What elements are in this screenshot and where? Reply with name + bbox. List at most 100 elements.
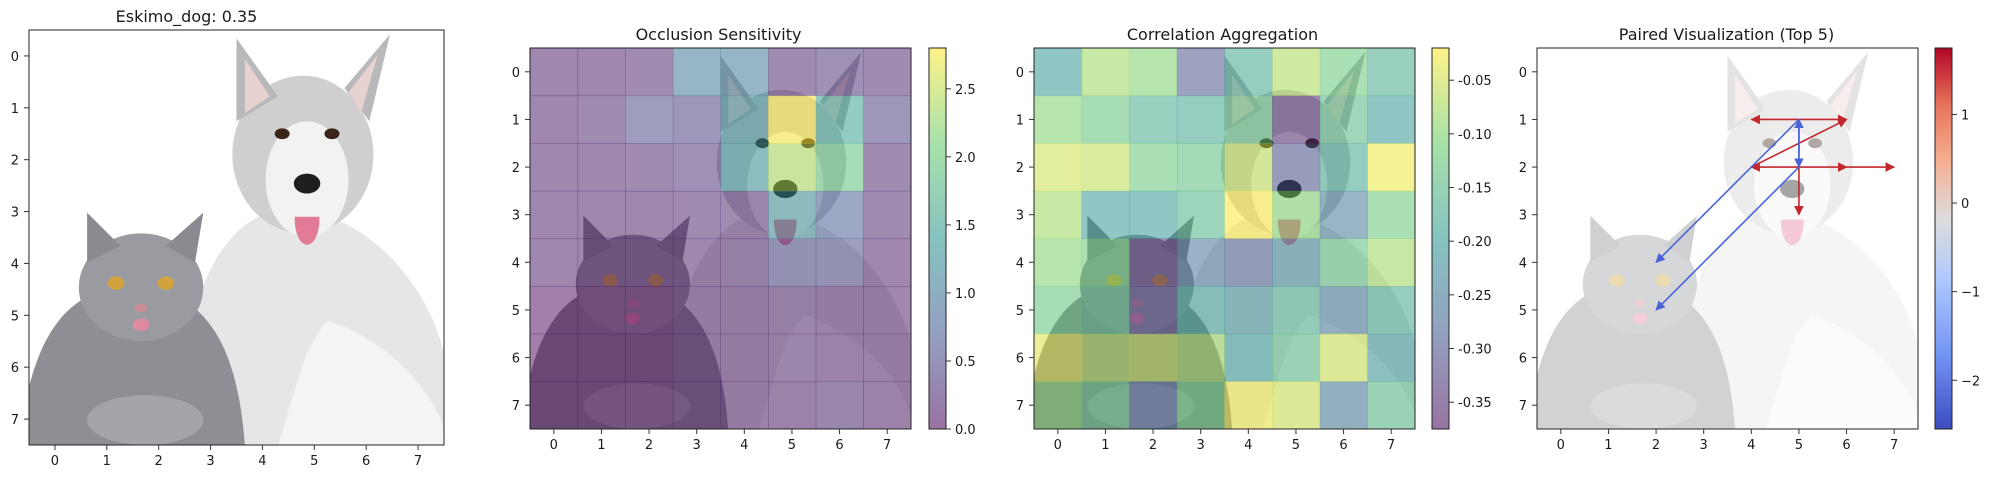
heatmap-cell bbox=[672, 95, 721, 144]
x-tick-label: 7 bbox=[883, 438, 891, 453]
y-tick-label: 7 bbox=[512, 399, 520, 414]
colorbar-tick-label: -0.20 bbox=[1458, 235, 1492, 250]
colorbar-tick-label: 2.5 bbox=[955, 83, 976, 98]
y-tick-label: 2 bbox=[512, 161, 520, 176]
x-tick-label: 6 bbox=[362, 454, 370, 469]
heatmap-cell bbox=[1034, 286, 1083, 335]
heatmap-cell bbox=[577, 381, 626, 430]
colorbar-tick-label: -0.10 bbox=[1458, 128, 1492, 143]
heatmap-cell bbox=[530, 48, 579, 97]
heatmap-cell bbox=[1081, 286, 1130, 335]
heatmap-cell bbox=[720, 381, 769, 430]
heatmap-cell bbox=[720, 190, 769, 239]
heatmap-cell bbox=[1129, 286, 1178, 335]
colorbar-correlation: -0.05 -0.10 -0.15 -0.20 -0.25 -0.30 -0.35 bbox=[1431, 47, 1492, 430]
photo-image bbox=[29, 30, 444, 445]
y-tick-label: 1 bbox=[11, 102, 19, 117]
y-tick-label: 6 bbox=[1016, 352, 1024, 367]
heatmap-cell bbox=[1129, 190, 1178, 239]
x-tick-label: 7 bbox=[1890, 438, 1898, 453]
x-tick-label: 4 bbox=[258, 454, 266, 469]
colorbar-tick-label: 1.5 bbox=[955, 219, 976, 234]
heatmap-cell bbox=[1224, 48, 1273, 97]
heatmap-cell bbox=[1176, 190, 1225, 239]
heatmap-cell bbox=[720, 333, 769, 382]
colorbar-tick-label: 1 bbox=[1961, 108, 1969, 123]
colorbar-tick-label: 1.0 bbox=[955, 287, 976, 302]
heatmap-cell bbox=[1224, 381, 1273, 430]
heatmap-cell bbox=[863, 238, 912, 287]
heatmap-cell bbox=[672, 143, 721, 192]
panel-correlation-aggregation: 0 1 2 3 4 5 6 7 0 1 2 3 4 5 6 7 bbox=[1016, 47, 1416, 453]
heatmap-cell bbox=[672, 286, 721, 335]
heatmap-cell bbox=[1034, 381, 1083, 430]
y-tick-label: 2 bbox=[1016, 161, 1024, 176]
negative-arrow bbox=[1655, 118, 1800, 263]
heatmap-cell bbox=[1176, 381, 1225, 430]
heatmap-cell bbox=[1319, 48, 1368, 97]
y-tick-label: 3 bbox=[512, 209, 520, 224]
y-tick-label: 7 bbox=[1519, 399, 1527, 414]
colorbar-tick-label: 0.0 bbox=[955, 423, 976, 438]
heatmap-cell bbox=[720, 238, 769, 287]
heatmap-cell bbox=[577, 190, 626, 239]
colorbar-frame bbox=[928, 47, 947, 430]
y-tick-label: 5 bbox=[11, 309, 19, 324]
heatmap-cell bbox=[768, 238, 817, 287]
heatmap-cell bbox=[625, 95, 674, 144]
heatmap-cell bbox=[1176, 333, 1225, 382]
heatmap-cell bbox=[1081, 95, 1130, 144]
x-tick-label: 5 bbox=[788, 438, 796, 453]
heatmap-cell bbox=[1129, 143, 1178, 192]
x-tick-label: 0 bbox=[1557, 438, 1565, 453]
heatmap-cell bbox=[768, 381, 817, 430]
y-tick-label: 1 bbox=[1016, 113, 1024, 128]
heatmap-cell bbox=[1367, 190, 1416, 239]
x-tick-label: 2 bbox=[1149, 438, 1157, 453]
colorbar-tick-label: 0.5 bbox=[955, 355, 976, 370]
x-tick-label: 2 bbox=[1652, 438, 1660, 453]
panel-photo: 0 1 2 3 4 5 6 7 0 1 2 3 4 5 6 7 bbox=[11, 29, 445, 469]
heatmap-cell bbox=[1367, 95, 1416, 144]
x-tick-label: 5 bbox=[310, 454, 318, 469]
x-tick-label: 5 bbox=[1292, 438, 1300, 453]
heatmap-cell bbox=[1129, 48, 1178, 97]
y-tick-label: 7 bbox=[11, 413, 19, 428]
x-tick-label: 2 bbox=[155, 454, 163, 469]
heatmap-cell bbox=[1224, 286, 1273, 335]
heatmap-cell bbox=[625, 286, 674, 335]
x-tick-label: 2 bbox=[645, 438, 653, 453]
axes-frame bbox=[1033, 47, 1416, 430]
colorbar-frame bbox=[1431, 47, 1450, 430]
x-tick-label: 3 bbox=[693, 438, 701, 453]
x-tick-label: 4 bbox=[740, 438, 748, 453]
x-tick-label: 1 bbox=[103, 454, 111, 469]
colorbar-tick-label: -0.30 bbox=[1458, 343, 1492, 358]
heatmap-cell bbox=[863, 333, 912, 382]
colorbar-tick-label: −1 bbox=[1961, 286, 1980, 301]
heatmap-cell bbox=[815, 190, 864, 239]
y-tick-label: 1 bbox=[1519, 113, 1527, 128]
heatmap-cell bbox=[1272, 381, 1321, 430]
x-tick-label: 0 bbox=[550, 438, 558, 453]
heatmap-cell bbox=[625, 190, 674, 239]
x-tick-label: 3 bbox=[1700, 438, 1708, 453]
heatmap-cell bbox=[1034, 238, 1083, 287]
heatmap-cell bbox=[1272, 333, 1321, 382]
colorbar-gradient bbox=[1432, 48, 1449, 429]
heatmap-cell bbox=[1224, 238, 1273, 287]
heatmap-cell bbox=[1176, 48, 1225, 97]
y-tick-label: 7 bbox=[1016, 399, 1024, 414]
heatmap-cell bbox=[530, 190, 579, 239]
y-tick-label: 6 bbox=[11, 361, 19, 376]
panel-4-title: Paired Visualization (Top 5) bbox=[1619, 25, 1834, 44]
y-tick-label: 0 bbox=[512, 66, 520, 81]
heatmap-cell bbox=[815, 333, 864, 382]
colorbar-tick-label: 2.0 bbox=[955, 151, 976, 166]
heatmap-cell bbox=[1081, 48, 1130, 97]
heatmap-cell bbox=[815, 286, 864, 335]
heatmap-cell bbox=[768, 333, 817, 382]
colorbar-paired: 1 0 −1 −2 bbox=[1934, 47, 1980, 430]
